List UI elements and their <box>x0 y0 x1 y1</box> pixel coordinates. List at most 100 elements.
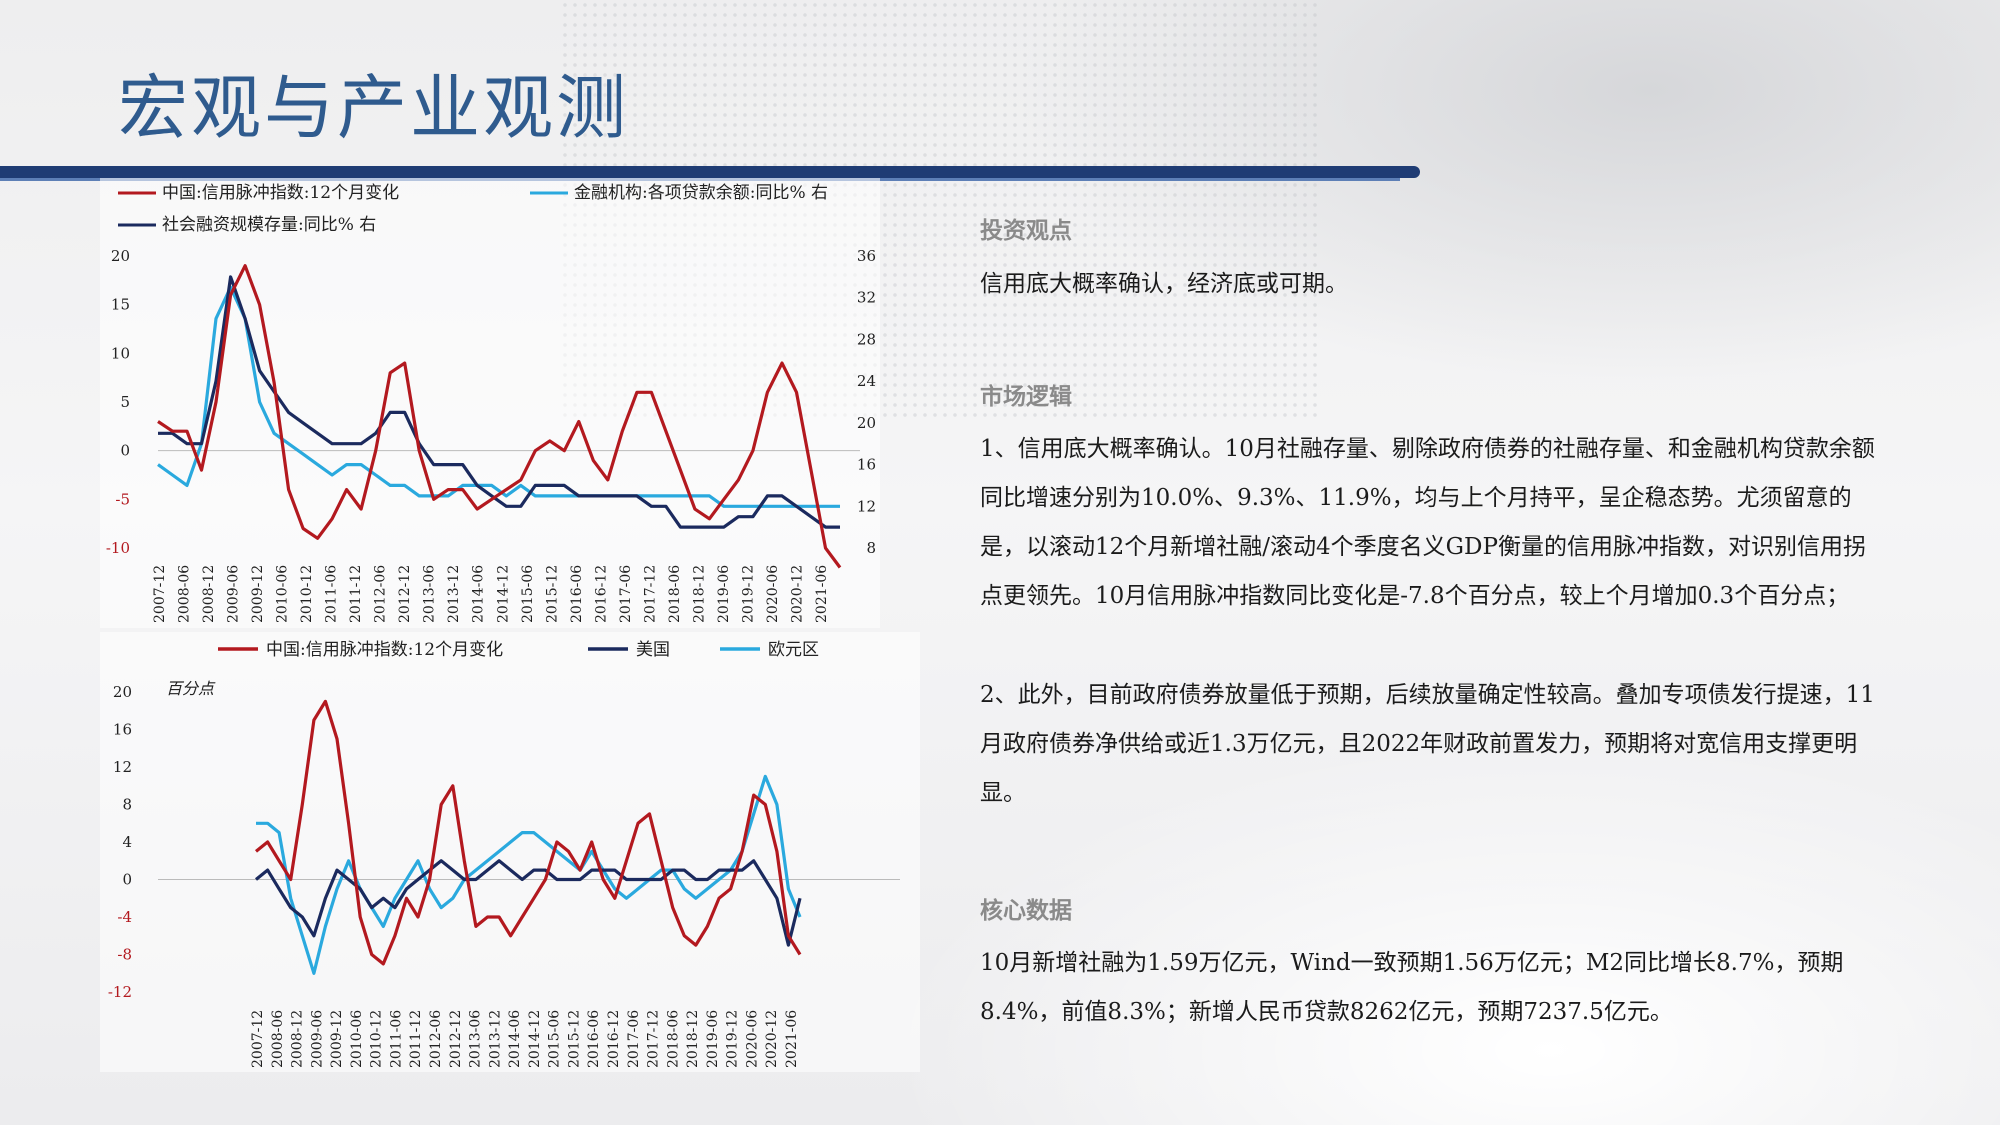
legend-label: 欧元区 <box>768 640 819 660</box>
x-tick-label: 2020-06 <box>765 565 781 623</box>
x-tick-label: 2020-12 <box>789 565 805 623</box>
global-credit-impulse-chart-panel: 中国:信用脉冲指数:12个月变化 美国 欧元区百分点 20 16 12 8 4 0 -4 -8 -12… <box>100 632 920 1072</box>
x-tick-label: 2012-12 <box>397 565 413 623</box>
y-tick-label: 20 <box>113 683 132 701</box>
x-tick-label: 2016-06 <box>569 565 585 623</box>
x-tick-label: 2013-12 <box>446 565 462 623</box>
y-left-tick-label: 0 <box>120 442 130 460</box>
x-tick-label: 2010-12 <box>299 565 315 623</box>
legend-label: 中国:信用脉冲指数:12个月变化 <box>162 183 399 203</box>
x-tick-label: 2014-06 <box>471 565 487 623</box>
x-tick-label: 2015-12 <box>544 565 560 623</box>
x-tick-label: 2008-12 <box>201 565 217 623</box>
investment-view-heading: 投资观点 <box>980 218 1072 244</box>
x-tick-label: 2016-06 <box>586 1010 602 1068</box>
x-tick-label: 2019-06 <box>716 565 732 623</box>
x-tick-label: 2018-12 <box>685 1010 701 1068</box>
x-tick-label: 2016-12 <box>606 1010 622 1068</box>
title-underline-bar <box>0 166 1420 178</box>
y-left-tick-label: -10 <box>106 539 130 557</box>
x-tick-label: 2020-06 <box>744 1010 760 1068</box>
legend-label: 中国:信用脉冲指数:12个月变化 <box>266 640 503 660</box>
y-tick-label: 8 <box>122 796 132 814</box>
x-tick-label: 2015-12 <box>566 1010 582 1068</box>
x-tick-label: 2012-12 <box>448 1010 464 1068</box>
x-tick-label: 2012-06 <box>428 1010 444 1068</box>
x-tick-label: 2013-06 <box>468 1010 484 1068</box>
market-logic-paragraph-1: 1、信用底大概率确认。10月社融存量、剔除政府债券的社融存量、和金融机构贷款余额… <box>980 436 1875 609</box>
y-tick-label: 12 <box>113 758 132 776</box>
x-tick-label: 2013-12 <box>487 1010 503 1068</box>
x-tick-label: 2018-06 <box>667 565 683 623</box>
market-logic-paragraph-2: 2、此外，目前政府债券放量低于预期，后续放量确定性较高。叠加专项债发行提速，11… <box>980 682 1875 806</box>
y-tick-label: -12 <box>108 983 132 1001</box>
x-tick-label: 2019-12 <box>740 565 756 623</box>
series-line <box>254 859 802 947</box>
y-right-tick-label: 12 <box>857 497 876 515</box>
x-tick-label: 2021-06 <box>784 1010 800 1068</box>
page-title: 宏观与产业观测 <box>118 67 629 149</box>
x-tick-label: 2013-06 <box>422 565 438 623</box>
series-line <box>256 774 802 975</box>
x-tick-label: 2018-12 <box>691 565 707 623</box>
series-line <box>254 699 802 966</box>
legend-label: 金融机构:各项贷款余额:同比% 右 <box>574 183 828 203</box>
x-tick-label: 2018-06 <box>665 1010 681 1068</box>
credit-impulse-chart: 中国:信用脉冲指数:12个月变化 金融机构:各项贷款余额:同比% 右社会融资规模存… <box>106 183 876 623</box>
x-tick-label: 2021-06 <box>814 565 830 623</box>
y-unit-label: 百分点 <box>166 679 216 698</box>
x-tick-label: 2017-12 <box>646 1010 662 1068</box>
x-tick-label: 2019-12 <box>725 1010 741 1068</box>
x-tick-label: 2012-06 <box>373 565 389 623</box>
y-right-tick-label: 24 <box>857 372 876 390</box>
market-logic-heading: 市场逻辑 <box>980 384 1072 410</box>
y-tick-label: -4 <box>117 908 132 926</box>
legend-label: 美国 <box>636 640 670 660</box>
x-tick-label: 2019-06 <box>705 1010 721 1068</box>
series-line <box>157 285 840 508</box>
y-tick-label: 16 <box>113 721 132 739</box>
series-line <box>157 264 842 569</box>
x-tick-label: 2008-06 <box>270 1010 286 1068</box>
series-line <box>158 275 840 529</box>
y-left-tick-label: -5 <box>115 490 130 508</box>
x-tick-label: 2009-06 <box>226 565 242 623</box>
y-right-tick-label: 8 <box>866 539 876 557</box>
x-tick-label: 2008-12 <box>290 1010 306 1068</box>
x-tick-label: 2008-06 <box>177 565 193 623</box>
x-tick-label: 2010-06 <box>349 1010 365 1068</box>
x-tick-label: 2007-12 <box>250 1010 266 1068</box>
y-tick-label: 4 <box>122 833 132 851</box>
y-left-tick-label: 5 <box>120 393 130 411</box>
x-tick-label: 2014-12 <box>495 565 511 623</box>
x-tick-label: 2009-12 <box>329 1010 345 1068</box>
x-tick-label: 2014-06 <box>507 1010 523 1068</box>
x-tick-label: 2017-06 <box>626 1010 642 1068</box>
credit-impulse-chart-panel: 中国:信用脉冲指数:12个月变化 金融机构:各项贷款余额:同比% 右社会融资规模存… <box>100 178 880 628</box>
y-right-tick-label: 36 <box>857 247 876 265</box>
x-tick-label: 2017-12 <box>642 565 658 623</box>
y-right-tick-label: 20 <box>857 414 876 432</box>
x-tick-label: 2009-12 <box>250 565 266 623</box>
x-tick-label: 2011-06 <box>388 1010 404 1068</box>
y-right-tick-label: 32 <box>857 289 876 307</box>
legend-label: 社会融资规模存量:同比% 右 <box>162 215 376 235</box>
x-tick-label: 2011-06 <box>324 565 340 623</box>
core-data-text: 10月新增社融为1.59万亿元，Wind一致预期1.56万亿元；M2同比增长8.… <box>980 950 1844 1025</box>
y-tick-label: 0 <box>122 871 132 889</box>
x-tick-label: 2011-12 <box>348 565 364 623</box>
x-tick-label: 2015-06 <box>547 1010 563 1068</box>
y-tick-label: -8 <box>117 946 132 964</box>
x-tick-label: 2011-12 <box>408 1010 424 1068</box>
x-tick-label: 2014-12 <box>527 1010 543 1068</box>
x-tick-label: 2016-12 <box>593 565 609 623</box>
core-data-heading: 核心数据 <box>980 898 1072 924</box>
y-left-tick-label: 15 <box>111 296 130 314</box>
x-tick-label: 2010-12 <box>369 1010 385 1068</box>
investment-view-text: 信用底大概率确认，经济底或可期。 <box>980 271 1348 297</box>
x-tick-label: 2007-12 <box>152 565 168 623</box>
x-tick-label: 2009-06 <box>309 1010 325 1068</box>
x-tick-label: 2017-06 <box>618 565 634 623</box>
x-tick-label: 2015-06 <box>520 565 536 623</box>
